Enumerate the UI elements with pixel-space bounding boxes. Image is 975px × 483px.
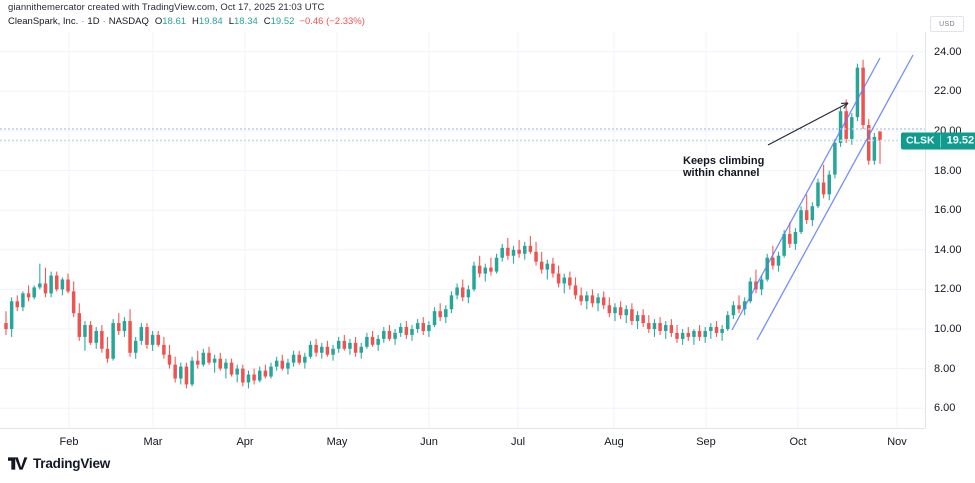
annotation-line-1: Keeps climbing: [683, 155, 765, 167]
symbol-quote-legend: CleanSpark, Inc. · 1D · NASDAQ O18.61 H1…: [8, 16, 365, 27]
channel-line-upper: [731, 57, 881, 331]
month-tick-jul: Jul: [510, 436, 526, 448]
open-label: O: [154, 16, 163, 27]
ohlc-open: O18.61: [155, 16, 186, 27]
tradingview-branding: TradingView: [8, 456, 110, 471]
month-tick-nov: Nov: [887, 436, 907, 448]
price-tick: 8.00: [934, 362, 956, 375]
price-tick: 10.00: [934, 323, 962, 335]
ohlc-high: H19.84: [192, 16, 223, 27]
tradingview-logo-icon: [8, 457, 28, 470]
price-tick: 22.00: [934, 85, 962, 98]
ohlc-close: C19.52: [264, 16, 295, 27]
chart-plot-area[interactable]: Keeps climbing within channel: [0, 32, 925, 428]
price-tick: 24.00: [934, 45, 962, 58]
ohlc-low: L18.34: [229, 16, 258, 27]
annotation-line-2: within channel: [683, 167, 760, 179]
symbol-name[interactable]: CleanSpark, Inc.: [8, 16, 79, 27]
month-tick-apr: Apr: [236, 436, 254, 448]
price-change: −0.46 (−2.33%): [299, 16, 365, 27]
high-label: H: [192, 16, 199, 27]
price-scale[interactable]: 24.00 22.00 20.00 18.00 16.00 14.00 12.00 10.00…: [925, 32, 975, 428]
badge-ticker: CLSK: [906, 134, 935, 147]
interval-label[interactable]: 1D: [87, 16, 100, 27]
price-tick: 16.00: [934, 204, 962, 217]
legend-separator-2: ·: [102, 16, 106, 27]
badge-price: 19.52: [946, 134, 975, 147]
candlestick-svg: [0, 32, 925, 428]
month-tick-jun: Jun: [420, 436, 438, 448]
open-value: 18.61: [162, 16, 187, 27]
price-tick: 12.00: [934, 283, 962, 296]
close-label: C: [263, 16, 271, 27]
month-tick-sep: Sep: [696, 436, 716, 448]
month-tick-oct: Oct: [789, 436, 807, 448]
channel-line-lower: [756, 54, 914, 341]
month-tick-mar: Mar: [143, 436, 163, 448]
legend-separator-1: ·: [81, 16, 85, 27]
low-label: L: [228, 16, 234, 27]
low-value: 18.34: [233, 16, 258, 27]
watermark-credit: giannithemercator created with TradingVi…: [8, 2, 325, 13]
currency-label[interactable]: USD: [930, 16, 964, 32]
month-tick-may: May: [326, 436, 348, 448]
time-scale[interactable]: Feb Mar Apr May Jun Jul Aug Sep Oct Nov: [0, 428, 925, 455]
month-tick-feb: Feb: [59, 436, 79, 448]
high-value: 19.84: [198, 16, 223, 27]
price-tick: 14.00: [934, 243, 962, 256]
current-price-badge[interactable]: CLSK 19.52: [901, 132, 975, 149]
month-tick-aug: Aug: [604, 436, 624, 448]
close-value: 19.52: [270, 16, 295, 27]
exchange-label: NASDAQ: [108, 16, 149, 27]
price-tick: 6.00: [934, 402, 956, 415]
tradingview-wordmark: TradingView: [33, 456, 111, 471]
price-tick: 18.00: [934, 164, 962, 177]
badge-divider: [939, 134, 941, 147]
